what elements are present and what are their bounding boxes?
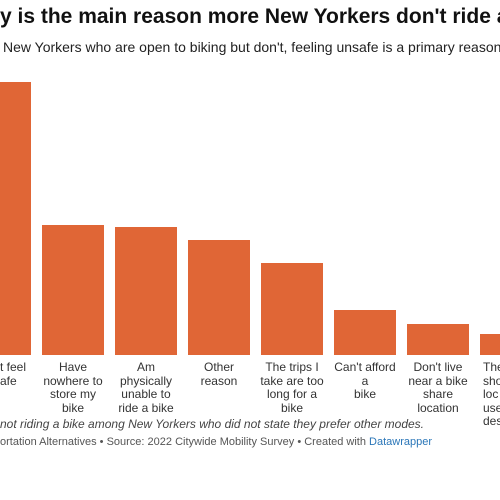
chart-subtitle: New Yorkers who are open to biking but d… — [3, 39, 500, 55]
x-tick-label: Can't afford a bike — [334, 360, 396, 401]
footnote: not riding a bike among New Yorkers who … — [0, 417, 425, 431]
bar — [188, 240, 250, 355]
bar — [334, 310, 396, 355]
x-tick-label: Don't live near a bike share location — [408, 360, 468, 415]
x-tick-label: The trips I take are too long for a bike — [260, 360, 324, 415]
x-tick-label: Have nowhere to store my bike — [43, 360, 103, 415]
bar — [115, 227, 177, 355]
x-tick-label: Am physically unable to ride a bike — [118, 360, 174, 415]
x-tick-label: Other reason — [200, 360, 238, 388]
bar — [0, 82, 31, 355]
chart-title: y is the main reason more New Yorkers do… — [0, 5, 500, 28]
bar — [407, 324, 469, 355]
x-tick-label: t feel afe — [0, 360, 27, 388]
bar — [42, 225, 104, 355]
x-tick-label: The sho loc use des — [483, 360, 500, 428]
bar — [480, 334, 500, 355]
bar — [261, 263, 323, 355]
source-link[interactable]: Datawrapper — [369, 436, 433, 448]
source: ortation Alternatives • Source: 2022 Cit… — [0, 436, 432, 448]
source-text: ortation Alternatives • Source: 2022 Cit… — [0, 436, 366, 448]
